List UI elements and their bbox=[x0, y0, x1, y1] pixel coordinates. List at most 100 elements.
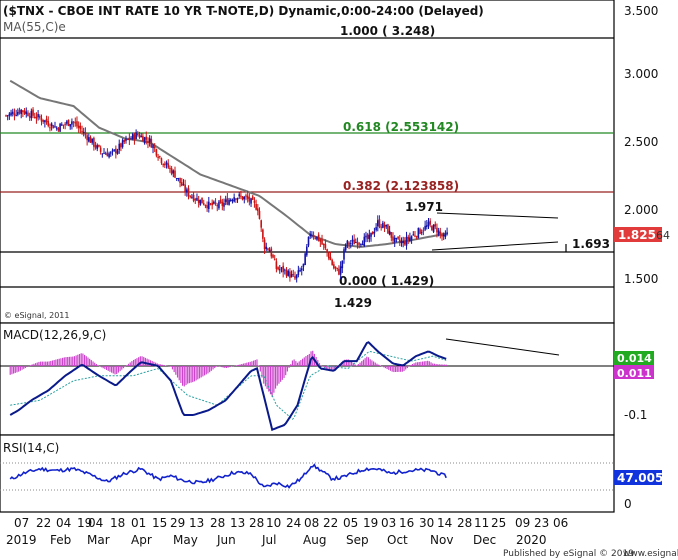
candle-body bbox=[231, 199, 234, 201]
candle-body bbox=[285, 270, 288, 277]
annotation-1429: 1.429 bbox=[334, 296, 372, 310]
month-label: 2020 bbox=[516, 533, 547, 547]
last-price-label: 1.825 bbox=[618, 228, 656, 242]
candle-body bbox=[64, 123, 66, 125]
candle-body bbox=[67, 119, 70, 126]
candle-body bbox=[262, 229, 264, 239]
candle-body bbox=[246, 195, 249, 199]
day-label: 19 bbox=[363, 516, 378, 530]
day-label: 18 bbox=[110, 516, 125, 530]
candle-body bbox=[278, 269, 281, 271]
candle-body bbox=[118, 143, 121, 151]
candle-body bbox=[327, 252, 330, 259]
candle-body bbox=[179, 177, 181, 183]
day-label: 04 bbox=[88, 516, 103, 530]
candle-body bbox=[72, 121, 75, 123]
day-label: 14 bbox=[437, 516, 452, 530]
candle-body bbox=[407, 236, 410, 240]
candle-body bbox=[226, 198, 229, 205]
candle-body bbox=[370, 232, 372, 237]
candle-body bbox=[290, 274, 293, 277]
candle-body bbox=[27, 112, 29, 117]
candle-body bbox=[211, 202, 213, 206]
candle-body bbox=[387, 224, 389, 234]
day-label: 30 bbox=[419, 516, 434, 530]
month-label: Nov bbox=[430, 533, 453, 547]
last-price-tag: 1.825 64 bbox=[614, 227, 670, 242]
month-label: 2019 bbox=[6, 533, 37, 547]
price-tick: 1.500 bbox=[624, 272, 658, 286]
day-label: 06 bbox=[553, 516, 568, 530]
rsi-line bbox=[9, 463, 447, 489]
candle-body bbox=[219, 199, 222, 203]
candle-body bbox=[257, 208, 259, 212]
month-label: May bbox=[173, 533, 198, 547]
candle-body bbox=[404, 241, 406, 245]
candle-body bbox=[131, 133, 134, 140]
candle-body bbox=[282, 265, 284, 273]
month-label: Jul bbox=[261, 533, 276, 547]
candle-body bbox=[444, 234, 447, 237]
candle-body bbox=[55, 127, 58, 129]
candle-body bbox=[128, 137, 131, 141]
day-label: 28 bbox=[249, 516, 264, 530]
candle-body bbox=[238, 194, 241, 197]
candle-body bbox=[108, 153, 110, 158]
candle-body bbox=[312, 235, 315, 237]
candle-body bbox=[382, 222, 384, 228]
candle-body bbox=[322, 243, 325, 246]
candle-body bbox=[410, 236, 413, 240]
candle-body bbox=[196, 197, 198, 201]
candle-body bbox=[99, 147, 102, 152]
price-y-axis: 3.500 3.000 2.500 2.000 1.500 bbox=[624, 4, 658, 286]
candle-body bbox=[177, 178, 180, 180]
candle-body bbox=[314, 237, 317, 239]
signal-value-tag: 0.011 bbox=[614, 365, 654, 380]
month-label: Jun bbox=[216, 533, 236, 547]
candle-body bbox=[353, 239, 355, 245]
candle-body bbox=[204, 204, 207, 206]
candle-body bbox=[311, 235, 313, 237]
price-tick: 3.000 bbox=[624, 67, 658, 81]
candle-body bbox=[373, 231, 376, 234]
candle-body bbox=[189, 195, 192, 197]
day-label: 09 bbox=[515, 516, 530, 530]
candle-body bbox=[358, 243, 361, 245]
rsi-title: RSI(14,C) bbox=[3, 441, 59, 455]
candle-body bbox=[155, 149, 158, 156]
candle-body bbox=[338, 268, 340, 275]
candle-body bbox=[120, 143, 122, 148]
candle-body bbox=[88, 137, 90, 142]
candle-body bbox=[284, 269, 286, 271]
macd-lines bbox=[9, 341, 447, 432]
candle-body bbox=[59, 123, 61, 132]
candle-body bbox=[270, 248, 273, 257]
day-label: 19 bbox=[77, 516, 92, 530]
candle-body bbox=[206, 205, 208, 209]
candle-body bbox=[35, 116, 38, 119]
candle-body bbox=[167, 163, 170, 168]
day-label: 08 bbox=[304, 516, 319, 530]
candle-body bbox=[255, 203, 257, 210]
candle-body bbox=[299, 269, 301, 272]
candle-body bbox=[300, 268, 303, 271]
candle-body bbox=[50, 123, 53, 127]
candle-body bbox=[419, 229, 421, 234]
candle-body bbox=[343, 249, 345, 260]
candle-body bbox=[341, 260, 344, 269]
candle-body bbox=[377, 220, 379, 227]
fib-label-0618: 0.618 (2.553142) bbox=[343, 120, 459, 134]
candle-body bbox=[137, 133, 139, 136]
candle-body bbox=[47, 121, 50, 126]
macd-signal-line bbox=[10, 350, 447, 420]
candle-body bbox=[182, 184, 185, 186]
candle-body bbox=[233, 197, 235, 202]
candle-body bbox=[49, 127, 51, 129]
candle-body bbox=[236, 198, 239, 200]
candle-body bbox=[368, 234, 371, 240]
rsi-value-label: 47.005 bbox=[617, 471, 663, 485]
candle-body bbox=[174, 170, 176, 178]
candle-body bbox=[422, 230, 425, 232]
time-axis-days: 07 22 04 19 04 18 01 15 29 13 28 13 28 1… bbox=[14, 516, 568, 530]
last-price-tag-bg bbox=[614, 227, 662, 242]
